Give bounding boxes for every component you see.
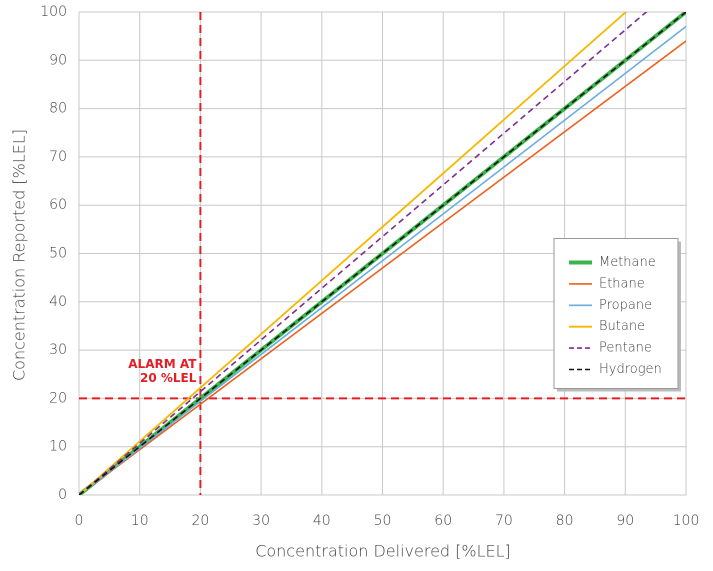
y-tick-label: 20	[49, 390, 67, 406]
x-tick-label: 20	[191, 513, 209, 529]
y-tick-label: 40	[49, 294, 67, 310]
alarm-label: 20 %LEL	[140, 371, 197, 385]
x-tick-label: 30	[252, 513, 270, 529]
y-tick-label: 100	[40, 4, 67, 20]
legend-label: Butane	[599, 319, 645, 334]
x-tick-label: 90	[616, 513, 634, 529]
y-axis-label: Concentration Reported [%LEL]	[10, 129, 29, 381]
series-line	[79, 12, 628, 495]
series-line	[79, 12, 648, 495]
legend-label: Hydrogen	[599, 362, 662, 377]
x-tick-label: 10	[131, 513, 149, 529]
legend-label: Ethane	[599, 276, 645, 291]
legend-label: Propane	[599, 298, 652, 313]
x-axis-label: Concentration Delivered [%LEL]	[255, 542, 511, 561]
series-line	[79, 25, 686, 495]
y-tick-label: 0	[58, 487, 67, 503]
x-tick-label: 100	[673, 513, 700, 529]
series-line	[79, 40, 686, 495]
x-tick-label: 50	[374, 513, 392, 529]
legend-label: Methane	[599, 255, 656, 270]
x-tick-label: 70	[495, 513, 513, 529]
y-tick-label: 90	[49, 52, 67, 68]
y-tick-label: 60	[49, 197, 67, 213]
series-line	[79, 12, 686, 495]
y-tick-label: 70	[49, 149, 67, 165]
x-tick-label: 40	[313, 513, 331, 529]
y-tick-label: 80	[49, 101, 67, 117]
x-tick-label: 0	[75, 513, 84, 529]
x-tick-label: 80	[556, 513, 574, 529]
alarm-label: ALARM AT	[128, 357, 197, 371]
x-tick-label: 60	[434, 513, 452, 529]
plot-lines	[79, 12, 686, 495]
legend-label: Pentane	[599, 341, 652, 356]
y-tick-label: 10	[49, 439, 67, 455]
y-tick-label: 30	[49, 342, 67, 358]
y-tick-label: 50	[49, 246, 67, 262]
